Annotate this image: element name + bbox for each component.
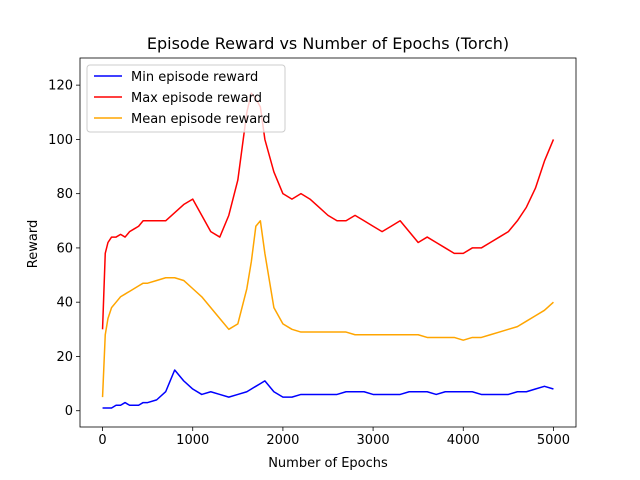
legend-label-max-episode-reward: Max episode reward — [131, 91, 262, 106]
y-tick-label: 120 — [48, 79, 73, 94]
chart-title: Episode Reward vs Number of Epochs (Torc… — [147, 34, 509, 53]
legend-box — [86, 64, 286, 133]
x-tick-label: 4000 — [447, 433, 480, 448]
y-tick-label: 40 — [56, 296, 73, 311]
series-line-mean-episode-reward — [101, 220, 554, 398]
legend-label-mean-episode-reward: Mean episode reward — [131, 112, 271, 127]
plot-frame — [79, 57, 577, 428]
y-tick-label: 20 — [56, 350, 73, 365]
x-axis-label: Number of Epochs — [268, 456, 388, 471]
y-axis-ticks: 0 20 40 60 80 100 120 — [48, 79, 80, 419]
legend-label-min-episode-reward: Min episode reward — [131, 70, 258, 85]
y-tick-label: 60 — [56, 241, 73, 256]
y-axis-label: Reward — [26, 220, 41, 268]
series-line-max-episode-reward — [101, 92, 555, 330]
series-line-min-episode-reward — [102, 369, 554, 409]
plot-area — [79, 57, 577, 428]
y-tick-label: 0 — [65, 404, 73, 419]
x-axis-ticks: 0 1000 2000 3000 4000 5000 — [98, 427, 570, 448]
x-tick-label: 0 — [98, 433, 106, 448]
legend: Min episode reward Max episode reward Mean… — [86, 64, 286, 133]
x-tick-label: 2000 — [266, 433, 299, 448]
x-tick-label: 1000 — [176, 433, 209, 448]
x-tick-label: 3000 — [357, 433, 390, 448]
y-tick-label: 100 — [48, 133, 73, 148]
series-group — [101, 92, 555, 409]
x-tick-label: 5000 — [537, 433, 570, 448]
y-tick-label: 80 — [56, 187, 73, 202]
